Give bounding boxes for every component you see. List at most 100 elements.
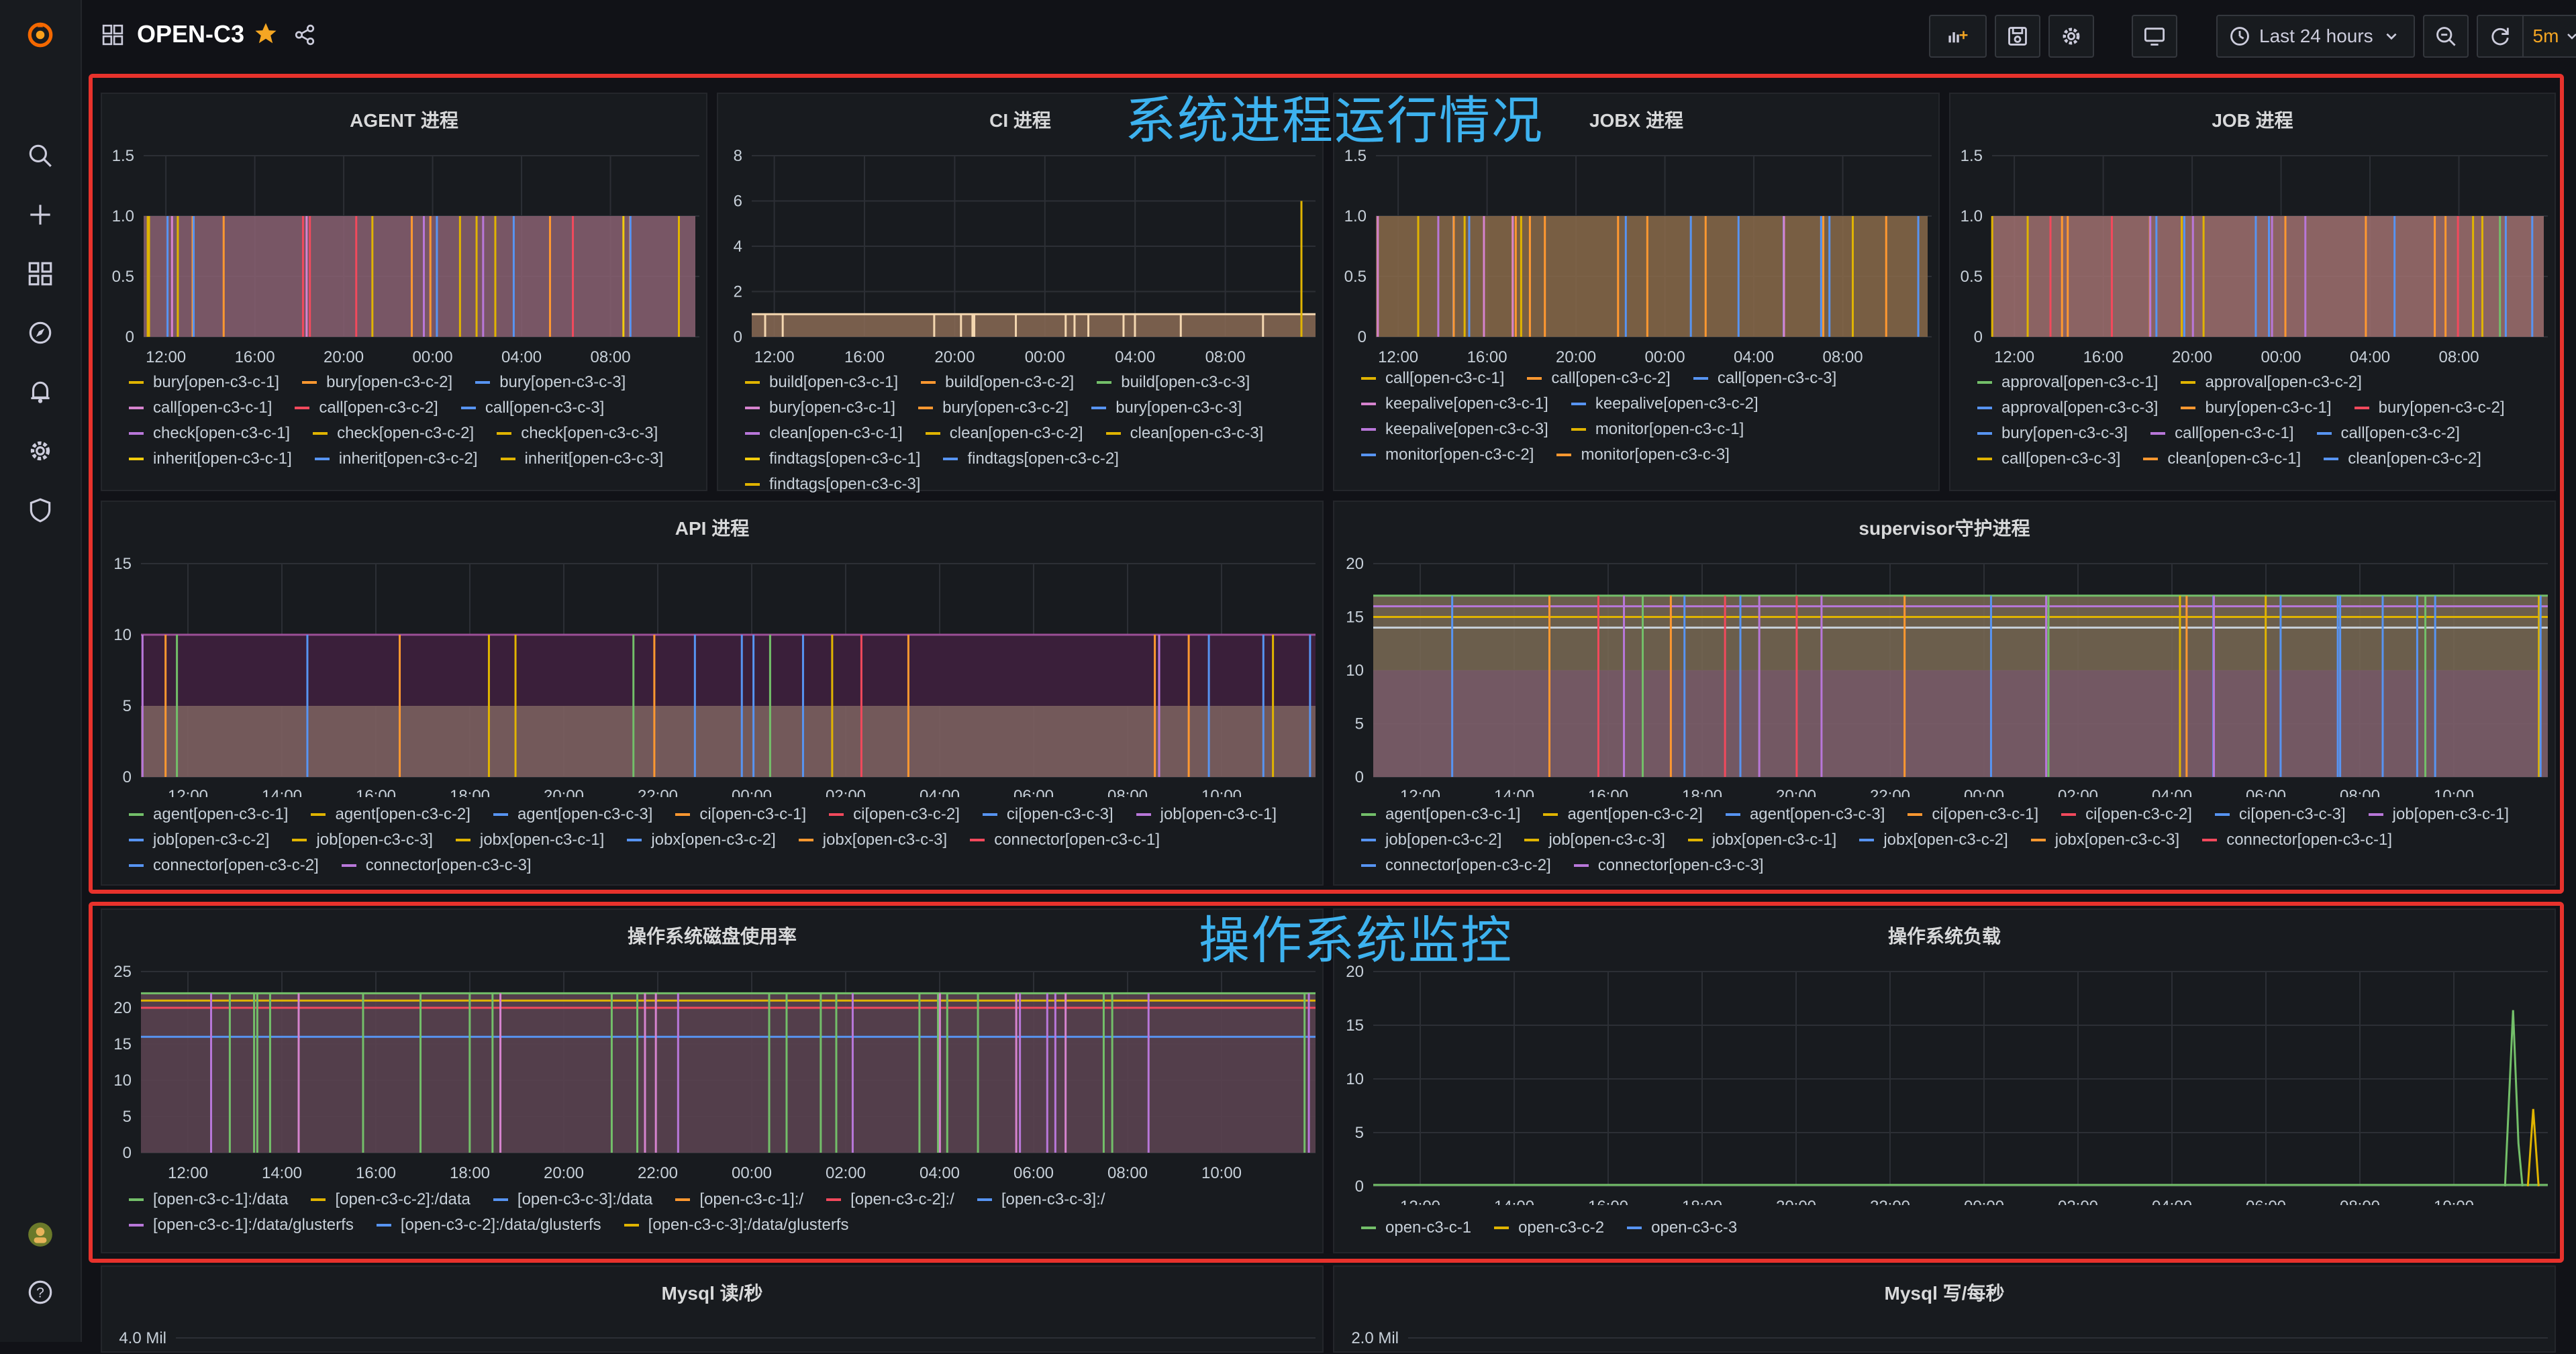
legend-item[interactable]: [open-c3-c-2]:/ [826, 1190, 954, 1209]
legend-item[interactable]: call[open-c3-c-1] [2150, 424, 2294, 443]
legend-item[interactable]: agent[open-c3-c-3] [493, 805, 652, 824]
dashboard-settings-button[interactable] [2048, 15, 2094, 58]
legend-item[interactable]: jobx[open-c3-c-1] [1687, 831, 1836, 849]
legend-item[interactable]: approval[open-c3-c-2] [2181, 373, 2362, 392]
dashboards-icon[interactable] [20, 254, 60, 294]
search-icon[interactable] [20, 136, 60, 176]
legend-item[interactable]: job[open-c3-c-3] [292, 831, 433, 849]
legend-item[interactable]: call[open-c3-c-2] [295, 399, 438, 417]
legend-item[interactable]: ci[open-c3-c-1] [1908, 805, 2038, 824]
legend-item[interactable]: [open-c3-c-1]:/ [675, 1190, 803, 1209]
legend-item[interactable]: bury[open-c3-c-1] [129, 373, 279, 392]
legend-item[interactable]: bury[open-c3-c-3] [475, 373, 626, 392]
panel-mysql-read[interactable]: Mysql 读/秒 4.0 Mil [101, 1265, 1324, 1353]
legend-item[interactable]: call[open-c3-c-3] [1977, 450, 2120, 468]
legend-item[interactable]: inherit[open-c3-c-2] [314, 450, 478, 468]
legend-item[interactable]: clean[open-c3-c-1] [745, 424, 903, 443]
legend-item[interactable]: call[open-c3-c-2] [2316, 424, 2460, 443]
legend-item[interactable]: job[open-c3-c-3] [1524, 831, 1665, 849]
grafana-logo-icon[interactable] [20, 15, 60, 55]
user-avatar[interactable] [20, 1214, 60, 1255]
legend-item[interactable]: agent[open-c3-c-1] [1361, 805, 1520, 824]
legend-item[interactable]: call[open-c3-c-3] [1693, 369, 1836, 388]
legend-item[interactable]: monitor[open-c3-c-3] [1556, 446, 1730, 464]
gear-icon[interactable] [20, 431, 60, 471]
legend-item[interactable]: build[open-c3-c-1] [745, 373, 898, 392]
legend-item[interactable]: keepalive[open-c3-c-2] [1571, 395, 1758, 413]
save-dashboard-button[interactable] [1995, 15, 2040, 58]
legend-item[interactable]: build[open-c3-c-2] [921, 373, 1074, 392]
zoom-out-button[interactable] [2423, 15, 2469, 58]
legend-item[interactable]: approval[open-c3-c-3] [1977, 399, 2158, 417]
legend-item[interactable]: agent[open-c3-c-1] [129, 805, 288, 824]
legend-item[interactable]: call[open-c3-c-3] [460, 399, 604, 417]
legend-item[interactable]: clean[open-c3-c-2] [2324, 450, 2481, 468]
legend-item[interactable]: job[open-c3-c-2] [129, 831, 269, 849]
legend-item[interactable]: bury[open-c3-c-2] [2354, 399, 2505, 417]
help-icon[interactable]: ? [20, 1272, 60, 1312]
legend-item[interactable]: ci[open-c3-c-2] [2061, 805, 2192, 824]
legend-item[interactable]: jobx[open-c3-c-2] [1859, 831, 2008, 849]
star-icon[interactable] [254, 21, 278, 49]
legend-item[interactable]: call[open-c3-c-1] [129, 399, 272, 417]
legend-item[interactable]: jobx[open-c3-c-2] [627, 831, 776, 849]
legend-item[interactable]: jobx[open-c3-c-3] [798, 831, 947, 849]
legend-item[interactable]: ci[open-c3-c-1] [675, 805, 806, 824]
legend-item[interactable]: [open-c3-c-3]:/ [977, 1190, 1105, 1209]
legend-item[interactable]: clean[open-c3-c-1] [2143, 450, 2301, 468]
legend-item[interactable]: connector[open-c3-c-3] [1573, 856, 1764, 875]
shield-icon[interactable] [20, 490, 60, 530]
panel-load[interactable]: 操作系统负载 20 15 10 5 0 12:00 14:00 16:00 18:00 20:00… [1333, 908, 2556, 1253]
legend-item[interactable]: call[open-c3-c-1] [1361, 369, 1504, 388]
legend-item[interactable]: open-c3-c-2 [1494, 1218, 1604, 1237]
legend-item[interactable]: job[open-c3-c-2] [1361, 831, 1501, 849]
legend-item[interactable]: [open-c3-c-3]:/data [493, 1190, 652, 1209]
legend-item[interactable]: check[open-c3-c-1] [129, 424, 290, 443]
legend-item[interactable]: ci[open-c3-c-2] [829, 805, 960, 824]
legend-item[interactable]: check[open-c3-c-2] [313, 424, 474, 443]
legend-item[interactable]: jobx[open-c3-c-3] [2030, 831, 2179, 849]
legend-item[interactable]: agent[open-c3-c-2] [1543, 805, 1703, 824]
legend-item[interactable]: job[open-c3-c-1] [1136, 805, 1277, 824]
panel-api[interactable]: API 进程 15 10 5 0 12:00 14:00 16:00 18:00 20:00 22… [101, 501, 1324, 886]
legend-item[interactable]: bury[open-c3-c-2] [918, 399, 1069, 417]
legend-item[interactable]: bury[open-c3-c-3] [1977, 424, 2128, 443]
bell-icon[interactable] [20, 372, 60, 412]
legend-item[interactable]: call[open-c3-c-2] [1527, 369, 1671, 388]
legend-item[interactable]: bury[open-c3-c-2] [302, 373, 452, 392]
legend-item[interactable]: [open-c3-c-1]:/data/glusterfs [129, 1216, 354, 1235]
time-picker-button[interactable]: Last 24 hours [2216, 15, 2415, 58]
legend-item[interactable]: clean[open-c3-c-2] [925, 424, 1083, 443]
refresh-button[interactable] [2477, 15, 2522, 58]
legend-item[interactable]: build[open-c3-c-3] [1097, 373, 1250, 392]
legend-item[interactable]: ci[open-c3-c-3] [982, 805, 1113, 824]
legend-item[interactable]: connector[open-c3-c-1] [970, 831, 1160, 849]
legend-item[interactable]: keepalive[open-c3-c-3] [1361, 420, 1548, 439]
legend-item[interactable]: monitor[open-c3-c-2] [1361, 446, 1534, 464]
panel-ci[interactable]: CI 进程 8 6 4 2 0 12:00 16:00 20:00 00:00 04:00 08:0… [717, 93, 1324, 493]
legend-item[interactable]: [open-c3-c-3]:/data/glusterfs [624, 1216, 848, 1235]
dashboard-grid-icon[interactable] [102, 24, 123, 49]
legend-item[interactable]: job[open-c3-c-1] [2368, 805, 2509, 824]
legend-item[interactable]: jobx[open-c3-c-1] [455, 831, 604, 849]
legend-item[interactable]: [open-c3-c-2]:/data/glusterfs [376, 1216, 601, 1235]
legend-item[interactable]: inherit[open-c3-c-3] [500, 450, 663, 468]
panel-disk[interactable]: 操作系统磁盘使用率 25 20 15 10 5 0 12:00 14:00 16:00 18:00… [101, 908, 1324, 1253]
legend-item[interactable]: check[open-c3-c-3] [497, 424, 658, 443]
legend-item[interactable]: clean[open-c3-c-3] [1105, 424, 1263, 443]
legend-item[interactable]: agent[open-c3-c-3] [1725, 805, 1885, 824]
legend-item[interactable]: connector[open-c3-c-1] [2202, 831, 2392, 849]
legend-item[interactable]: ci[open-c3-c-3] [2214, 805, 2346, 824]
legend-item[interactable]: agent[open-c3-c-2] [311, 805, 470, 824]
legend-item[interactable]: [open-c3-c-2]:/data [311, 1190, 470, 1209]
legend-item[interactable]: findtags[open-c3-c-2] [943, 450, 1119, 468]
legend-item[interactable]: inherit[open-c3-c-1] [129, 450, 292, 468]
panel-mysql-write[interactable]: Mysql 写/每秒 2.0 Mil [1333, 1265, 2556, 1353]
refresh-interval-picker[interactable]: 5m [2522, 15, 2576, 58]
legend-item[interactable]: approval[open-c3-c-1] [1977, 373, 2158, 392]
legend-item[interactable]: [open-c3-c-1]:/data [129, 1190, 288, 1209]
legend-item[interactable]: bury[open-c3-c-3] [1091, 399, 1242, 417]
share-icon[interactable] [294, 24, 315, 49]
plus-icon[interactable] [20, 195, 60, 235]
legend-item[interactable]: connector[open-c3-c-2] [129, 856, 319, 875]
